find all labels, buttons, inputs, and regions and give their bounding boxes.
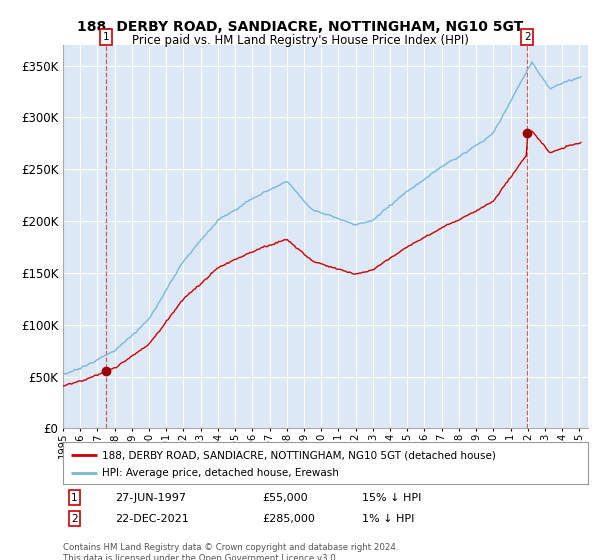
Text: £285,000: £285,000 [263, 514, 316, 524]
Text: 22-DEC-2021: 22-DEC-2021 [115, 514, 189, 524]
Text: Contains HM Land Registry data © Crown copyright and database right 2024.
This d: Contains HM Land Registry data © Crown c… [63, 543, 398, 560]
Text: 188, DERBY ROAD, SANDIACRE, NOTTINGHAM, NG10 5GT (detached house): 188, DERBY ROAD, SANDIACRE, NOTTINGHAM, … [103, 450, 496, 460]
Text: 188, DERBY ROAD, SANDIACRE, NOTTINGHAM, NG10 5GT: 188, DERBY ROAD, SANDIACRE, NOTTINGHAM, … [77, 20, 523, 34]
Text: 2: 2 [71, 514, 78, 524]
Text: 1: 1 [103, 32, 109, 42]
Text: 27-JUN-1997: 27-JUN-1997 [115, 493, 187, 503]
Text: 1: 1 [71, 493, 78, 503]
Text: HPI: Average price, detached house, Erewash: HPI: Average price, detached house, Erew… [103, 468, 339, 478]
Text: £55,000: £55,000 [263, 493, 308, 503]
Text: 15% ↓ HPI: 15% ↓ HPI [362, 493, 422, 503]
Text: 2: 2 [524, 32, 530, 42]
Text: 1% ↓ HPI: 1% ↓ HPI [362, 514, 415, 524]
Text: Price paid vs. HM Land Registry's House Price Index (HPI): Price paid vs. HM Land Registry's House … [131, 34, 469, 46]
